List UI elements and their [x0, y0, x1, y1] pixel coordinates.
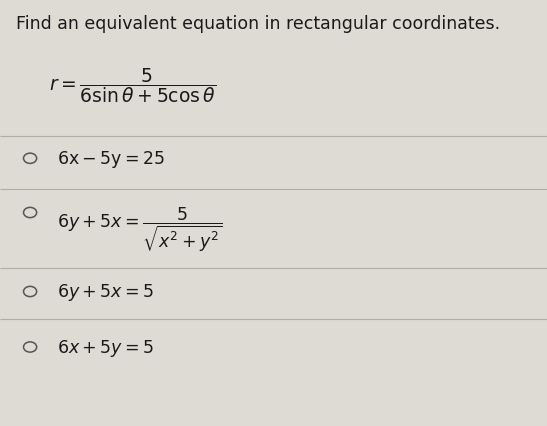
Text: $6x + 5y = 5$: $6x + 5y = 5$	[57, 337, 154, 358]
Text: $r = \dfrac{5}{6\sin\theta + 5\cos\theta}$: $r = \dfrac{5}{6\sin\theta + 5\cos\theta…	[49, 66, 216, 105]
Text: Find an equivalent equation in rectangular coordinates.: Find an equivalent equation in rectangul…	[16, 15, 501, 33]
Text: $6y + 5x = 5$: $6y + 5x = 5$	[57, 281, 154, 302]
Text: $6\mathrm{x} - 5\mathrm{y} = 25$: $6\mathrm{x} - 5\mathrm{y} = 25$	[57, 148, 165, 170]
Text: $6y + 5x = \dfrac{5}{\sqrt{x^2+y^2}}$: $6y + 5x = \dfrac{5}{\sqrt{x^2+y^2}}$	[57, 205, 223, 253]
